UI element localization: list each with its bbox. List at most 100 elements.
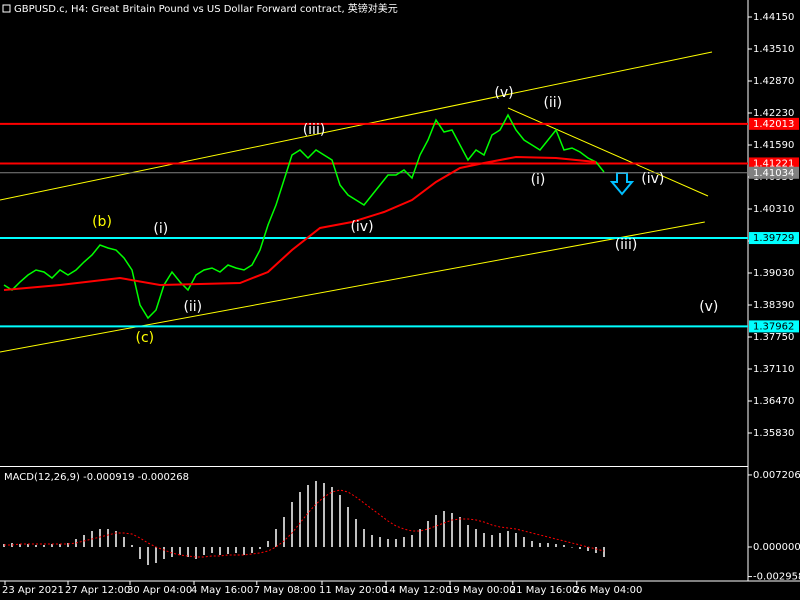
macd-bar <box>507 531 509 547</box>
price-level-label: 1.41034 <box>753 168 794 179</box>
macd-bar <box>163 547 165 559</box>
macd-bar <box>155 547 157 563</box>
macd-bar <box>435 515 437 547</box>
price-level-box <box>749 320 799 333</box>
macd-bar <box>467 525 469 547</box>
macd-y-tick-label: -0.002958 <box>753 572 800 583</box>
x-tick-label: 11 May 20:00 <box>319 585 388 596</box>
macd-bar <box>43 545 45 547</box>
wave-label: (iii) <box>615 237 638 253</box>
macd-bar <box>491 535 493 547</box>
macd-bar <box>363 529 365 547</box>
x-tick-label: 27 Apr 12:00 <box>65 585 130 596</box>
macd-bar <box>331 487 333 547</box>
wave-label: (ii) <box>183 299 202 315</box>
macd-bar <box>147 547 149 565</box>
macd-bar <box>371 535 373 547</box>
macd-bar <box>115 531 117 547</box>
macd-bar <box>339 495 341 547</box>
x-tick-label: 14 May 12:00 <box>383 585 452 596</box>
macd-bar <box>203 547 205 555</box>
macd-bar <box>379 537 381 547</box>
macd-bar <box>35 545 37 547</box>
wave-label: (b) <box>92 214 112 230</box>
price-level-label: 1.37962 <box>753 321 794 332</box>
macd-bar <box>59 544 61 547</box>
x-tick-label: 30 Apr 04:00 <box>127 585 192 596</box>
macd-bar <box>67 543 69 547</box>
macd-bar <box>27 544 29 547</box>
y-tick-label: 1.36470 <box>753 396 794 407</box>
y-tick-label: 1.42870 <box>753 76 794 87</box>
price-level-label: 1.41221 <box>753 158 794 169</box>
x-tick-label: 19 May 00:00 <box>447 585 516 596</box>
macd-bar <box>531 541 533 547</box>
macd-bar <box>235 547 237 553</box>
macd-bar <box>579 547 581 549</box>
moving-average <box>3 155 597 291</box>
macd-bar <box>323 483 325 547</box>
macd-bar <box>315 481 317 547</box>
macd-bar <box>539 543 541 547</box>
wave-label: (v) <box>699 299 718 315</box>
macd-bar <box>347 507 349 547</box>
x-tick-label: 23 Apr 2021 <box>2 585 64 596</box>
macd-signal <box>4 489 605 558</box>
macd-y-tick-label: 0.000000 <box>753 542 800 553</box>
macd-bar <box>283 517 285 547</box>
wave-label: (v) <box>494 85 513 101</box>
macd-bar <box>123 537 125 547</box>
macd-bar <box>451 513 453 547</box>
macd-bar <box>515 533 517 547</box>
macd-bar <box>419 529 421 547</box>
y-tick-label: 1.40310 <box>753 204 794 215</box>
macd-bar <box>475 529 477 547</box>
x-tick-label: 21 May 16:00 <box>510 585 579 596</box>
x-tick-label: 26 May 04:00 <box>574 585 643 596</box>
chart-title: GBPUSD.c, H4: Great Britain Pound vs US … <box>14 2 398 15</box>
wave-label: (iv) <box>641 171 664 187</box>
macd-bar <box>307 485 309 547</box>
macd-bar <box>395 539 397 547</box>
macd-bar <box>427 521 429 547</box>
macd-bar <box>51 544 53 547</box>
macd-bar <box>547 543 549 547</box>
macd-bar <box>603 547 605 557</box>
price-level-label: 1.42013 <box>753 119 794 130</box>
wave-label: (iv) <box>350 219 373 235</box>
macd-bar <box>595 547 597 553</box>
y-tick-label: 1.42230 <box>753 108 794 119</box>
macd-bar <box>267 541 269 547</box>
macd-bar <box>187 547 189 557</box>
symbol-icon <box>2 4 11 13</box>
wave-label: (i) <box>153 221 168 237</box>
price-level-box <box>749 117 799 130</box>
macd-bar <box>251 547 253 553</box>
macd-bar <box>195 547 197 559</box>
macd-bar <box>171 547 173 557</box>
wave-label: (c) <box>135 330 154 346</box>
trend-line <box>507 107 709 197</box>
y-tick-label: 1.39030 <box>753 268 794 279</box>
macd-bar <box>275 529 277 547</box>
macd-bar <box>563 545 565 547</box>
macd-bar <box>139 547 141 559</box>
macd-bar <box>299 492 301 547</box>
macd-bar <box>243 547 245 555</box>
macd-bar <box>107 529 109 547</box>
macd-bar <box>555 544 557 547</box>
wave-label: (iii) <box>303 122 326 138</box>
y-tick-label: 1.38390 <box>753 300 794 311</box>
macd-title: MACD(12,26,9) -0.000919 -0.000268 <box>4 472 189 483</box>
macd-bar <box>211 547 213 553</box>
macd-bar <box>19 544 21 547</box>
macd-bar <box>259 547 261 549</box>
macd-y-tick-label: 0.007206 <box>753 470 800 481</box>
x-tick-label: 4 May 16:00 <box>191 585 253 596</box>
y-tick-label: 1.35830 <box>753 428 794 439</box>
price-level-box <box>749 157 799 170</box>
macd-bar <box>131 545 133 547</box>
macd-bar <box>443 511 445 547</box>
trend-line <box>0 221 705 353</box>
